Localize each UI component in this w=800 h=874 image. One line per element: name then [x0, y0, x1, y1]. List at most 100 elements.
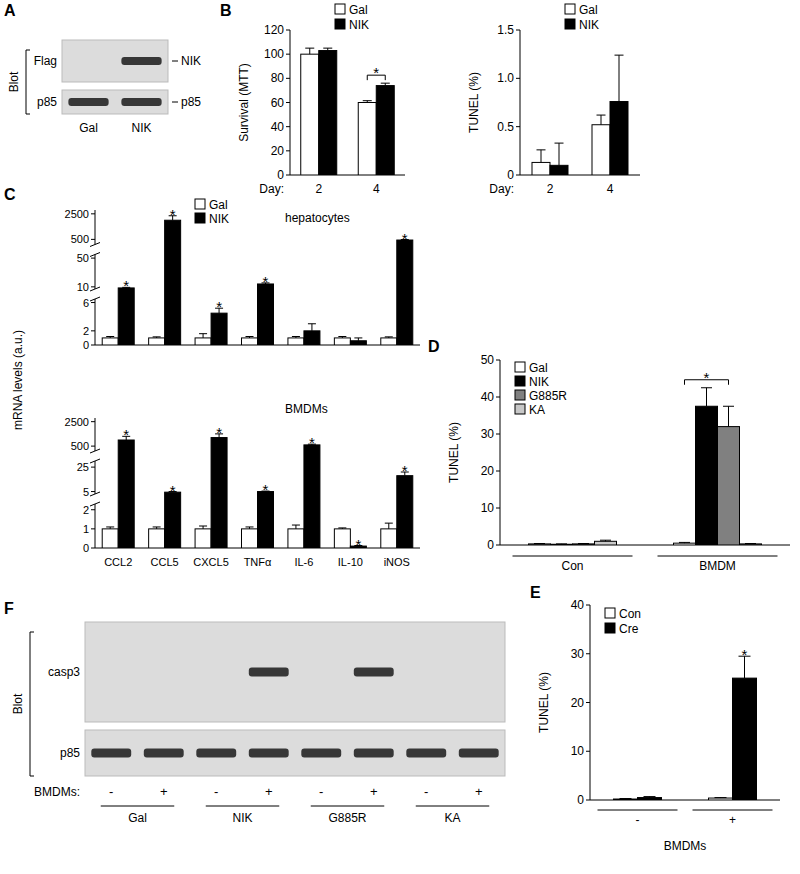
band — [144, 749, 184, 758]
error-bar — [363, 101, 372, 103]
legend-label: NIK — [529, 375, 549, 389]
error-bar — [323, 48, 332, 50]
error-bar — [153, 527, 161, 529]
legend-label: Gal — [529, 361, 548, 375]
bar — [592, 125, 610, 175]
bar — [102, 529, 118, 548]
y-tick — [286, 30, 290, 31]
error-bar — [679, 542, 690, 544]
error-bar — [246, 527, 254, 529]
x-tick-label: - — [636, 813, 640, 827]
significance: * — [170, 206, 176, 223]
x-label: Day: — [259, 182, 284, 196]
error-bar — [556, 543, 567, 544]
panel-label: E — [530, 584, 541, 601]
x-label: Day: — [489, 182, 514, 196]
legend-swatch — [515, 404, 525, 414]
y-tick-label: 120 — [264, 23, 284, 37]
marker-label: p85 — [181, 95, 201, 109]
bar — [674, 543, 696, 545]
bar — [334, 529, 350, 548]
y-tick-label: 0 — [577, 793, 584, 807]
y-tick — [496, 508, 500, 509]
y-tick-label: 0.5 — [497, 120, 514, 134]
bar — [376, 86, 394, 175]
significance: * — [123, 426, 129, 443]
error-bar — [385, 523, 393, 529]
significance: * — [355, 536, 361, 553]
legend-swatch — [515, 376, 525, 386]
x-tick-label: CXCL5 — [193, 556, 228, 568]
y-tick — [496, 360, 500, 361]
error-bar — [381, 83, 390, 85]
band — [301, 749, 341, 758]
y-axis — [95, 255, 96, 290]
bars — [102, 434, 413, 548]
bars — [102, 216, 413, 345]
y-tick-label: 10 — [481, 501, 495, 515]
y-tick-label: 1.5 — [497, 23, 514, 37]
bar — [149, 338, 165, 345]
y-tick-label: 6 — [83, 297, 89, 309]
y-tick — [586, 653, 590, 654]
y-tick — [91, 491, 95, 492]
axis-break — [90, 297, 100, 301]
y-tick — [516, 175, 520, 176]
bar — [211, 438, 227, 548]
y-label: TUNEL (%) — [447, 422, 461, 483]
y-tick — [286, 78, 290, 79]
x-tick-label: CCL2 — [104, 556, 132, 568]
panel-label: A — [4, 2, 16, 19]
marker-dash — [172, 102, 178, 103]
x-tick-label: IL-6 — [294, 556, 313, 568]
legend-label: KA — [529, 403, 545, 417]
error-bar — [308, 324, 316, 331]
legend-label: NIK — [209, 212, 229, 226]
error-bar — [305, 48, 314, 54]
error-bar — [600, 540, 611, 541]
legend-swatch — [335, 19, 345, 29]
error-bar — [246, 337, 254, 338]
bar — [118, 288, 134, 345]
bars — [529, 388, 762, 545]
group-line — [658, 556, 778, 557]
y-axis — [95, 461, 96, 494]
lane-label: - — [214, 784, 218, 799]
band — [68, 98, 108, 106]
group-label: NIK — [232, 811, 252, 825]
band — [121, 57, 161, 65]
panel-label: F — [4, 600, 14, 617]
significance: * — [742, 646, 748, 663]
bar — [288, 529, 304, 548]
axis-break — [90, 243, 100, 247]
y-tick — [496, 545, 500, 546]
significance: * — [373, 64, 379, 81]
lane-label: + — [160, 784, 168, 799]
y-tick — [91, 528, 95, 529]
y-tick-label: 25 — [77, 461, 89, 473]
legend-swatch — [565, 19, 575, 29]
legend-swatch — [195, 213, 205, 223]
y-tick-label: 2 — [83, 504, 89, 516]
group-line — [598, 810, 678, 811]
bar — [288, 338, 304, 345]
chart: 0125255002500*******CCL2CCL5CXCL5TNFαIL-… — [65, 402, 420, 568]
bar — [358, 103, 376, 176]
bar — [149, 529, 165, 548]
y-tick — [91, 509, 95, 510]
x-tick-label: iNOS — [384, 556, 410, 568]
group-line — [416, 806, 490, 807]
y-tick — [91, 213, 95, 214]
error-bar — [578, 543, 589, 544]
y-tick-label: 2500 — [65, 416, 89, 428]
y-tick-label: 40 — [271, 120, 285, 134]
y-label: TUNEL (%) — [537, 672, 551, 733]
y-tick — [286, 126, 290, 127]
error-bar — [199, 526, 207, 529]
y-axis — [95, 504, 96, 548]
x-tick-label: CCL5 — [151, 556, 179, 568]
bar — [740, 544, 762, 545]
panel-label: D — [428, 338, 440, 355]
bar — [595, 541, 617, 545]
y-tick — [91, 345, 95, 346]
